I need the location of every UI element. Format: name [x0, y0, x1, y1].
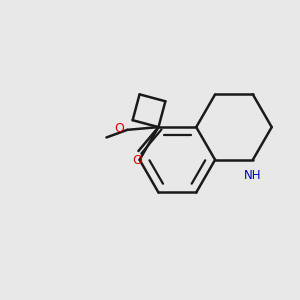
Text: O: O [132, 154, 142, 167]
Text: O: O [115, 122, 124, 135]
Text: NH: NH [244, 169, 262, 182]
